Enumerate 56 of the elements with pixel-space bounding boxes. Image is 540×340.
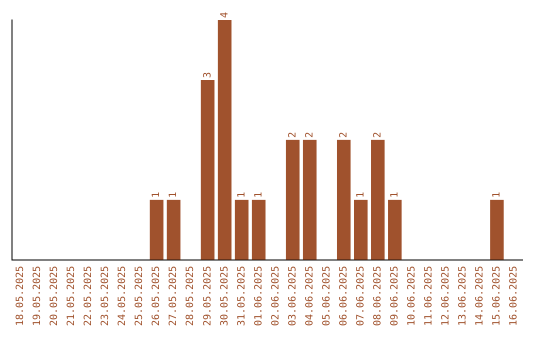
x-tick-label: 26.05.2025 [151,266,162,326]
x-tick-label: 18.05.2025 [15,266,26,326]
data-label: 2 [304,132,316,138]
bar [336,140,351,260]
bar [234,200,249,260]
data-label: 1 [236,192,248,198]
bar [490,200,504,260]
bar [252,200,266,260]
x-tick-label: 05.06.2025 [321,266,332,326]
data-label: 1 [253,192,264,198]
x-tick-label: 13.06.2025 [457,266,468,326]
x-tick-label: 28.05.2025 [185,266,196,326]
x-tick-label: 07.06.2025 [355,266,366,326]
x-tick-label: 15.06.2025 [492,266,503,326]
x-tick-label: 08.06.2025 [372,266,384,326]
x-tick-label: 23.05.2025 [100,266,112,326]
x-tick-label: 11.06.2025 [423,266,434,326]
x-tick-label: 04.06.2025 [304,266,316,326]
data-label: 2 [372,132,384,138]
data-label: 4 [219,12,230,18]
x-tick-label: 31.05.2025 [236,266,248,326]
x-tick-label: 27.05.2025 [168,266,180,326]
x-tick-label: 29.05.2025 [202,266,214,326]
x-tick-label: 19.05.2025 [32,266,44,326]
x-tick-label: 10.06.2025 [406,266,418,326]
bar [150,200,164,260]
x-tick-label: 30.05.2025 [219,266,230,326]
x-tick-label: 21.05.2025 [66,266,78,326]
data-label: 1 [389,192,400,198]
x-tick-label: 22.05.2025 [83,266,94,326]
x-tick-label: 16.06.2025 [508,266,520,326]
data-label: 1 [168,192,180,198]
data-label: 1 [151,192,162,198]
data-label: 1 [355,192,366,198]
data-label: 1 [492,192,503,198]
x-tick-label: 02.06.2025 [270,266,282,326]
x-tick-label: 24.05.2025 [117,266,128,326]
x-tick-label: 09.06.2025 [389,266,400,326]
data-label: 3 [202,72,214,78]
data-label: 2 [338,132,350,138]
bar [166,200,180,260]
x-tick-label: 20.05.2025 [49,266,60,326]
x-tick-label: 03.06.2025 [287,266,298,326]
x-tick-label: 12.06.2025 [440,266,452,326]
x-tick-label: 01.06.2025 [253,266,264,326]
data-label: 2 [287,132,298,138]
x-tick-label: 25.05.2025 [134,266,146,326]
bar [302,140,317,260]
x-tick-label: 06.06.2025 [338,266,350,326]
bar [200,80,214,260]
x-tick-label: 14.06.2025 [474,266,486,326]
bar [388,200,402,260]
bar [371,140,385,260]
bar [354,200,368,260]
bar [286,140,300,260]
bar [218,20,232,260]
